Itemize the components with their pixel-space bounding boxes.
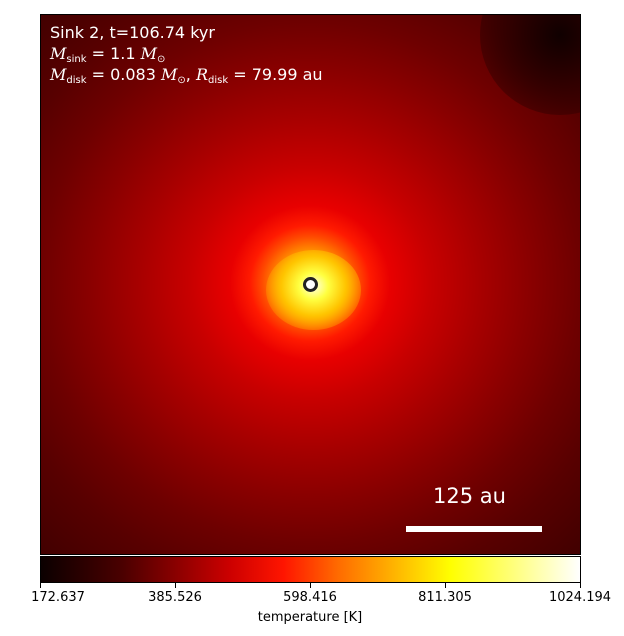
scale-bar: [406, 526, 542, 532]
sink-marker: [303, 277, 318, 292]
colorbar-tick-label: 811.305: [418, 590, 472, 605]
colorbar: [40, 556, 581, 583]
scale-bar-label: 125 au: [433, 484, 506, 508]
colorbar-tick: [40, 583, 41, 588]
colorbar-tick-label: 1024.194: [548, 590, 612, 605]
sink-mass-line: Msink = 1.1 M⊙: [50, 44, 166, 65]
colorbar-tick: [445, 583, 446, 588]
colorbar-tick: [175, 583, 176, 588]
title-line: Sink 2, t=106.74 kyr: [50, 23, 215, 42]
colorbar-tick-label: 598.416: [283, 590, 337, 605]
dark-corner-region: [480, 15, 580, 115]
colorbar-tick-label: 385.526: [148, 590, 202, 605]
colorbar-tick: [580, 583, 581, 588]
colorbar-label: temperature [K]: [257, 610, 363, 625]
colorbar-tick-label: 172.637: [31, 590, 85, 605]
temperature-map: Sink 2, t=106.74 kyr Msink = 1.1 M⊙ Mdis…: [40, 14, 581, 555]
colorbar-tick: [310, 583, 311, 588]
disk-line: Mdisk = 0.083 M⊙, Rdisk = 79.99 au: [50, 65, 323, 86]
